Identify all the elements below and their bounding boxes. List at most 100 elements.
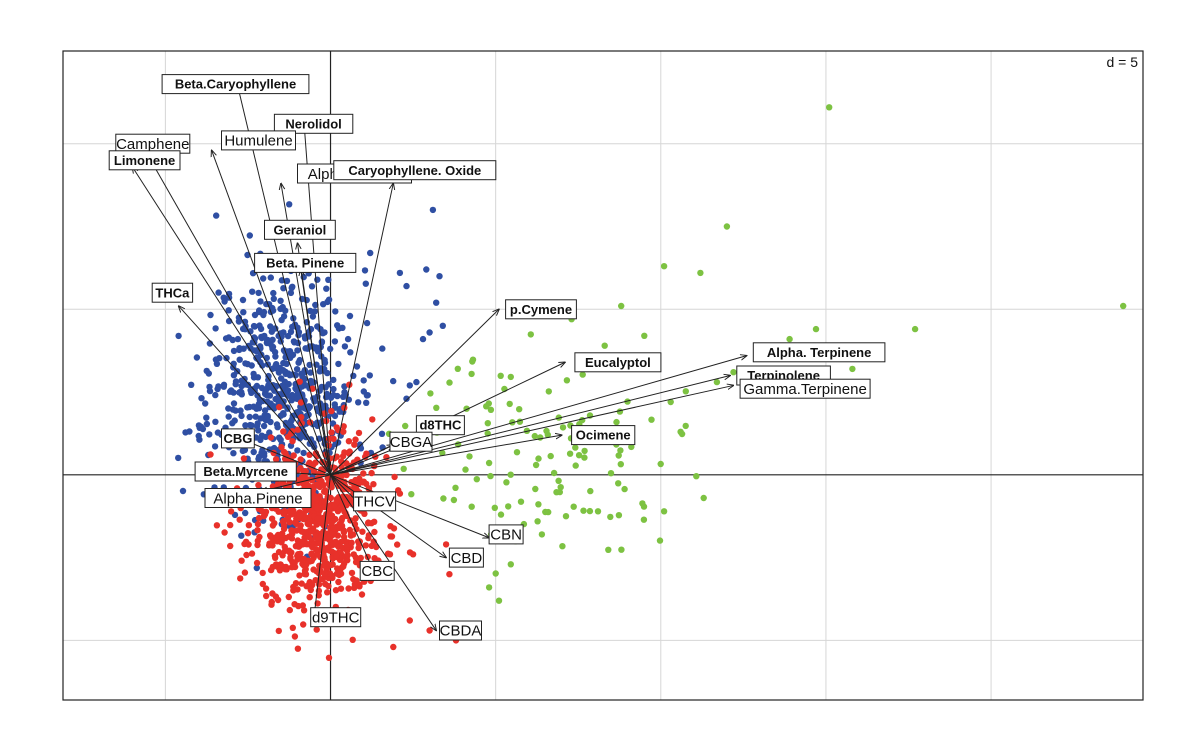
score-point [483,403,490,410]
score-point [255,400,263,408]
score-point [274,596,282,604]
loading-label-box [353,491,397,512]
score-point [341,449,348,456]
score-point [245,522,253,529]
score-point [281,543,288,551]
score-point [269,590,276,597]
score-point [289,624,296,631]
score-point [911,325,919,333]
score-point [287,553,294,561]
score-point [677,428,684,435]
score-point [442,541,450,548]
score-point [322,393,330,401]
score-point [230,400,238,407]
score-point [360,377,367,384]
score-point [222,335,230,342]
score-point [257,415,264,422]
score-point [563,377,571,384]
loading-arrow [149,157,331,476]
score-point [547,452,554,460]
score-point [195,432,202,440]
score-point [325,654,333,661]
score-point [324,474,331,482]
score-point [221,529,228,536]
loading-label-text: d8THC [419,418,462,433]
score-point [660,263,668,270]
score-point [439,449,446,457]
score-point [269,304,276,312]
score-point [660,508,668,515]
score-point [255,427,262,434]
loading-label: Beta. Pinene [254,252,357,273]
loading-label: Caryophyllene. Oxide [333,160,497,181]
score-point [255,514,263,522]
score-point [640,516,648,523]
loading-label: Beta.Caryophyllene [161,74,310,95]
score-point [440,495,447,502]
score-point [242,509,249,517]
score-point [275,627,282,635]
score-point [213,360,221,367]
score-point [307,528,315,535]
score-point [237,407,244,414]
score-point [513,449,521,456]
score-point [288,527,295,534]
score-point [355,399,362,406]
score-point [345,585,352,592]
score-point [267,418,274,426]
score-point [255,481,262,489]
score-point [325,582,332,590]
loading-arrow [132,167,331,476]
score-point [341,383,348,390]
score-point [572,444,579,451]
loading-label: Beta.Myrcene [194,461,297,482]
loading-label: CBC [359,560,395,581]
score-point [265,372,272,380]
score-point [362,542,369,549]
score-point [206,431,213,438]
score-point [212,418,219,425]
score-point [330,376,337,384]
score-point [628,443,635,451]
score-point [328,407,335,415]
score-point [294,447,301,454]
score-point [624,398,631,405]
score-point [723,223,731,230]
score-point [333,552,340,559]
score-point [343,471,350,479]
score-point [484,420,491,427]
score-point [466,453,473,460]
score-point [586,507,594,515]
score-point [238,412,245,420]
score-point [207,451,214,458]
score-point [491,504,498,511]
score-point [485,584,493,591]
score-point [207,311,214,319]
score-point [294,645,302,652]
score-point [270,295,277,302]
score-point [320,562,327,569]
score-point [314,551,321,558]
score-point [337,570,345,577]
plot-frame [62,50,1144,701]
score-point [272,353,279,360]
score-point [348,569,356,577]
loading-label: THCa [151,282,194,303]
score-point [297,456,304,463]
score-point [347,349,354,356]
score-point [253,405,260,412]
score-point [330,391,337,399]
score-point [355,544,362,552]
score-point [203,367,210,375]
score-point [450,496,458,504]
score-point [305,461,312,468]
loading-arrow [179,306,331,476]
score-point [289,323,296,331]
score-point [340,527,347,534]
score-point [403,395,410,402]
score-point [473,476,480,483]
loading-label-text: CBC [361,563,393,580]
score-point [202,400,209,407]
score-point [238,532,245,539]
loading-arrow [330,474,447,558]
